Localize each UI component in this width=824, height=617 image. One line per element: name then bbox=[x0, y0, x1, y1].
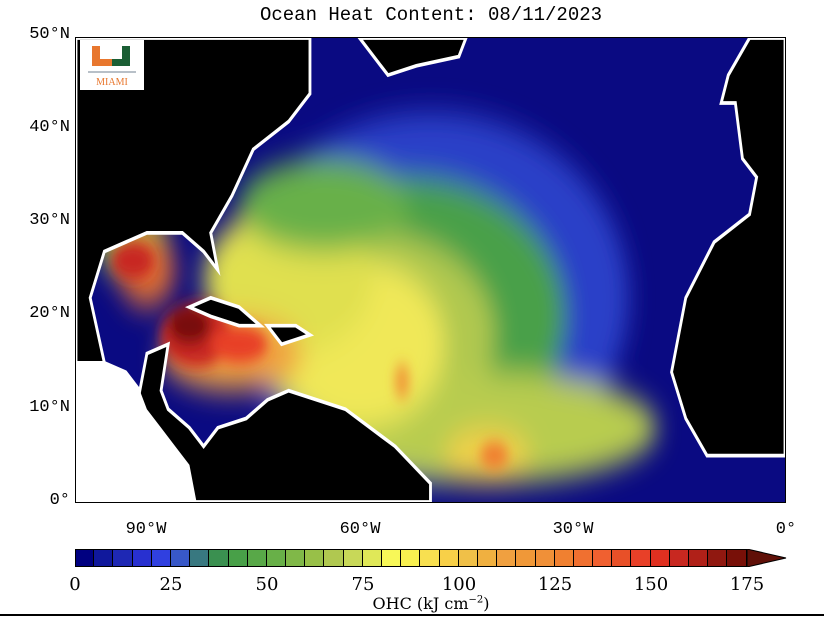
y-tick-label: 20°N bbox=[29, 304, 70, 323]
colorbar-segment bbox=[132, 549, 152, 567]
colorbar-label-exponent: −2 bbox=[468, 594, 484, 606]
ohc-hotspots bbox=[111, 242, 509, 470]
colorbar-segment bbox=[151, 549, 171, 567]
colorbar-segment bbox=[266, 549, 287, 567]
colorbar-tick-label: 150 bbox=[633, 574, 669, 595]
colorbar-segment bbox=[209, 549, 229, 567]
y-tick-label: 30°N bbox=[29, 211, 70, 230]
colorbar-segment bbox=[439, 549, 459, 567]
colorbar-label: OHC (kJ cm−2) bbox=[0, 594, 824, 613]
colorbar-segment bbox=[554, 549, 574, 567]
colorbar-segment bbox=[382, 549, 402, 567]
colorbar-segment bbox=[420, 549, 440, 567]
colorbar-segment bbox=[727, 549, 747, 567]
land-cuba bbox=[184, 295, 266, 328]
x-tick-label: 90°W bbox=[125, 520, 167, 539]
colorbar-segment bbox=[458, 549, 478, 567]
colorbar-segment bbox=[247, 549, 267, 567]
colorbar-segment bbox=[286, 549, 306, 567]
colorbar-segment bbox=[94, 549, 114, 567]
land-north-america bbox=[76, 38, 312, 365]
ohc-map bbox=[76, 38, 785, 502]
colorbar-segment bbox=[190, 549, 210, 567]
colorbar-segment bbox=[170, 549, 191, 567]
colorbar-tick-label: 0 bbox=[69, 574, 81, 595]
y-tick-label: 10°N bbox=[29, 398, 70, 417]
colorbar-segment bbox=[305, 549, 325, 567]
colorbar-segment bbox=[650, 549, 670, 567]
colorbar bbox=[75, 549, 747, 567]
land-masses bbox=[76, 38, 785, 502]
colorbar-label-close: ) bbox=[483, 594, 490, 613]
colorbar-tick-label: 50 bbox=[255, 574, 279, 595]
y-tick-label: 40°N bbox=[29, 118, 70, 137]
land-hispaniola bbox=[264, 323, 315, 347]
colorbar-segment bbox=[324, 549, 344, 567]
colorbar-segment bbox=[689, 549, 709, 567]
colorbar-segment bbox=[535, 549, 555, 567]
pacific-no-data bbox=[76, 362, 197, 502]
colorbar-segment bbox=[401, 549, 421, 567]
colorbar-tick-label: 75 bbox=[351, 574, 375, 595]
colorbar-segment bbox=[573, 549, 594, 567]
colorbar-tick-label: 25 bbox=[159, 574, 183, 595]
colorbar-segment bbox=[343, 549, 363, 567]
colorbar-segment bbox=[497, 549, 517, 567]
colorbar-segment bbox=[708, 549, 728, 567]
colorbar-tick-label: 100 bbox=[441, 574, 477, 595]
colorbar-extend-arrow bbox=[747, 549, 787, 567]
map-plot-area bbox=[75, 37, 786, 503]
colorbar-segment bbox=[477, 549, 498, 567]
svg-text:MIAMI: MIAMI bbox=[96, 77, 128, 88]
colorbar-label-text: OHC (kJ cm bbox=[372, 594, 469, 613]
miami-logo: MIAMI bbox=[80, 40, 144, 90]
colorbar-segment bbox=[75, 549, 95, 567]
land-greenland-canada bbox=[357, 38, 468, 78]
colorbar-segment bbox=[516, 549, 536, 567]
colorbar-segment bbox=[362, 549, 382, 567]
x-tick-label: 60°W bbox=[339, 520, 381, 539]
land-europe-africa bbox=[670, 38, 785, 458]
colorbar-segment bbox=[228, 549, 248, 567]
x-tick-label: 0° bbox=[775, 520, 797, 539]
x-tick-label: 30°W bbox=[552, 520, 594, 539]
colorbar-tick-label: 125 bbox=[537, 574, 573, 595]
bottom-rule bbox=[0, 614, 824, 616]
colorbar-tick-label: 175 bbox=[729, 574, 765, 595]
colorbar-segment bbox=[631, 549, 651, 567]
y-tick-label: 0° bbox=[49, 491, 70, 510]
chart-title: Ocean Heat Content: 08/11/2023 bbox=[259, 4, 603, 26]
colorbar-segment bbox=[113, 549, 133, 567]
colorbar-segment bbox=[612, 549, 632, 567]
colorbar-segment bbox=[669, 549, 689, 567]
y-tick-label: 50°N bbox=[29, 25, 70, 44]
colorbar-segment bbox=[593, 549, 613, 567]
